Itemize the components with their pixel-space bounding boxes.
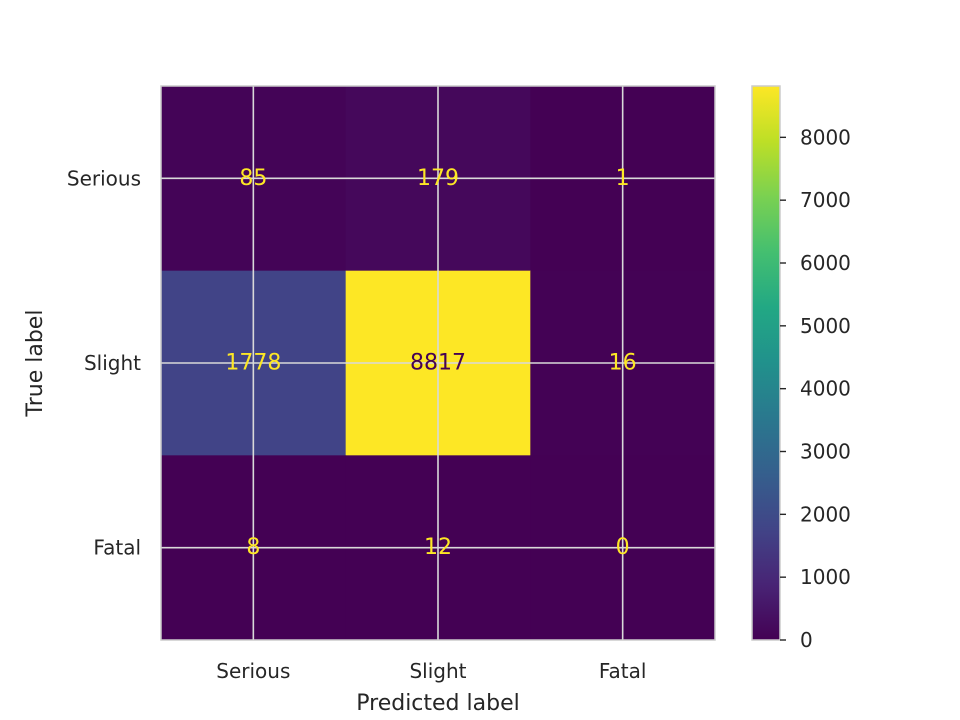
colorbar-tick-label-3: 3000 [800, 440, 851, 464]
x-axis-label: Predicted label [356, 691, 519, 716]
y-axis-label: True label [23, 310, 48, 418]
colorbar-tick-label-8: 8000 [800, 125, 851, 149]
cell-value-1-0: 1778 [225, 351, 281, 376]
plot-frame [160, 85, 716, 641]
colorbar [752, 86, 780, 640]
x-tick-label-2: Fatal [599, 659, 647, 683]
colorbar-ticks: 0 1000 2000 3000 4000 5000 6000 7000 8000 [780, 125, 851, 652]
colorbar-tick-label-1: 1000 [800, 565, 851, 589]
cell-value-0-2: 1 [616, 166, 630, 191]
cell-value-2-1: 12 [424, 535, 452, 560]
cell-value-1-1: 8817 [410, 351, 466, 376]
colorbar-tick-label-2: 2000 [800, 502, 851, 526]
cell-value-2-0: 8 [246, 535, 260, 560]
cell-value-2-2: 0 [616, 535, 630, 560]
colorbar-tick-label-4: 4000 [800, 377, 851, 401]
colorbar-tick-label-5: 5000 [800, 314, 851, 338]
cell-value-0-1: 179 [417, 166, 459, 191]
colorbar-tick-label-0: 0 [800, 628, 813, 652]
cell-value-1-2: 16 [609, 351, 637, 376]
cell-value-0-0: 85 [239, 166, 267, 191]
y-tick-label-1: Slight [84, 351, 141, 375]
colorbar-frame [751, 85, 781, 641]
y-tick-labels: Serious Slight Fatal [67, 166, 141, 559]
x-tick-labels: Serious Slight Fatal [216, 659, 646, 683]
colorbar-tick-label-6: 6000 [800, 251, 851, 275]
grid-lines [161, 86, 715, 640]
cell-values: 85 179 1 1778 8817 16 8 12 0 [225, 166, 636, 560]
y-tick-label-2: Fatal [93, 536, 141, 560]
x-tick-label-1: Slight [409, 659, 466, 683]
colorbar-tick-label-7: 7000 [800, 188, 851, 212]
x-tick-label-0: Serious [216, 659, 290, 683]
y-tick-label-0: Serious [67, 166, 141, 190]
